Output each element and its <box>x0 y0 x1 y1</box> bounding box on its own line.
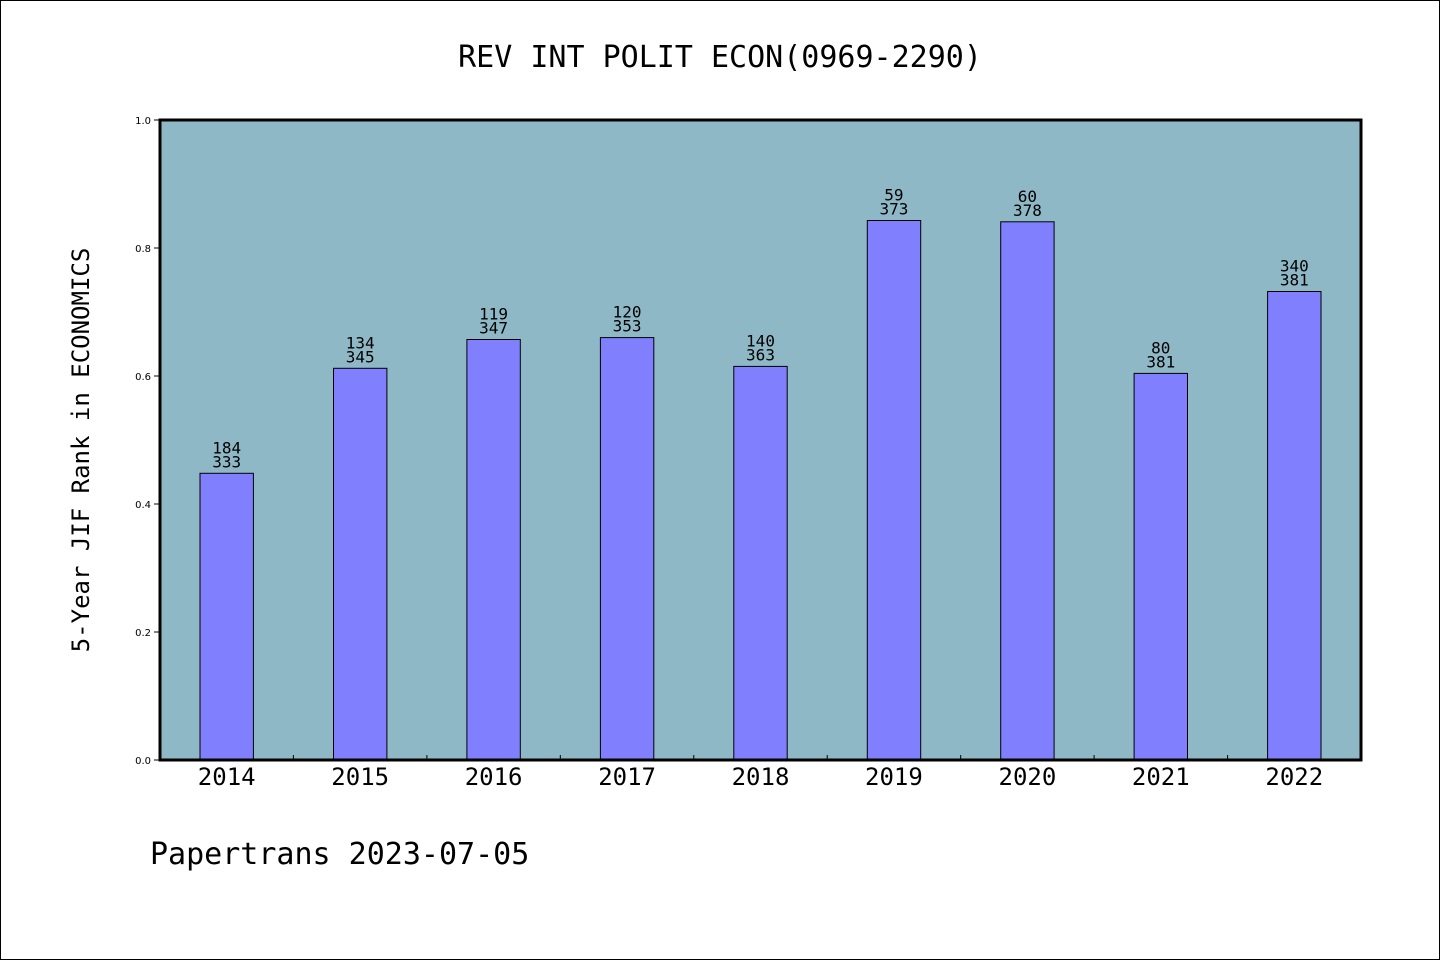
y-tick-label: 0.8 <box>135 244 151 255</box>
bar-2022 <box>1267 291 1322 761</box>
bar-2021 <box>1133 372 1188 761</box>
footer-credit: Papertrans 2023-07-05 <box>150 837 529 872</box>
bar-total-label-2019: 373 <box>879 200 908 219</box>
chart-title: REV INT POLIT ECON(0969-2290) <box>458 40 982 75</box>
bar-rank-label-2020: 60 <box>1018 187 1037 206</box>
bar-rank-label-2019: 59 <box>884 186 903 205</box>
bar-total-label-2022: 381 <box>1280 271 1309 290</box>
bar-rank-label-2022: 340 <box>1280 257 1309 276</box>
bar-total-label-2016: 347 <box>479 319 508 338</box>
x-tick-label-2015: 2015 <box>331 763 389 791</box>
bar-total-label-2020: 378 <box>1013 201 1042 220</box>
bar-2016 <box>466 339 521 761</box>
x-tick-label-2020: 2020 <box>999 763 1057 791</box>
bar-total-label-2015: 345 <box>346 347 375 366</box>
bar-total-label-2017: 353 <box>613 317 642 336</box>
y-tick-label: 0.0 <box>135 756 151 767</box>
bar-rank-label-2016: 119 <box>479 305 508 324</box>
bar-2015 <box>333 367 388 761</box>
x-tick-label-2017: 2017 <box>598 763 656 791</box>
bar-2018 <box>733 365 788 761</box>
y-tick-label: 0.4 <box>135 500 151 511</box>
bar-rank-label-2014: 184 <box>212 438 241 457</box>
x-tick-label-2022: 2022 <box>1265 763 1323 791</box>
x-tick-label-2016: 2016 <box>465 763 523 791</box>
bars-group <box>199 220 1322 761</box>
bar-rank-label-2017: 120 <box>613 303 642 322</box>
bar-total-label-2021: 381 <box>1146 352 1175 371</box>
y-tick-label: 0.6 <box>135 372 151 383</box>
y-tick-label: 0.2 <box>135 628 151 639</box>
bar-2020 <box>1000 221 1055 761</box>
bar-total-label-2018: 363 <box>746 345 775 364</box>
bar-rank-label-2021: 80 <box>1151 338 1170 357</box>
y-axis-label: 5-Year JIF Rank in ECONOMICS <box>67 248 95 653</box>
y-axis: 0.0 0.2 0.4 0.6 0.8 1.0 <box>135 116 160 767</box>
bar-2019 <box>866 220 922 761</box>
x-tick-label-2021: 2021 <box>1132 763 1190 791</box>
bar-2014 <box>199 472 254 761</box>
bar-rank-label-2015: 134 <box>346 333 375 352</box>
bar-rank-label-2018: 140 <box>746 331 775 350</box>
plot-border <box>158 118 1363 762</box>
x-tick-label-2018: 2018 <box>732 763 790 791</box>
x-axis: 2014 2015 2016 2017 2018 2019 2020 2021 2022 <box>198 755 1323 791</box>
bar-total-label-2014: 333 <box>212 452 241 471</box>
x-tick-label-2014: 2014 <box>198 763 256 791</box>
x-tick-label-2019: 2019 <box>865 763 923 791</box>
bar-2017 <box>599 337 655 761</box>
y-tick-label: 1.0 <box>135 116 151 127</box>
